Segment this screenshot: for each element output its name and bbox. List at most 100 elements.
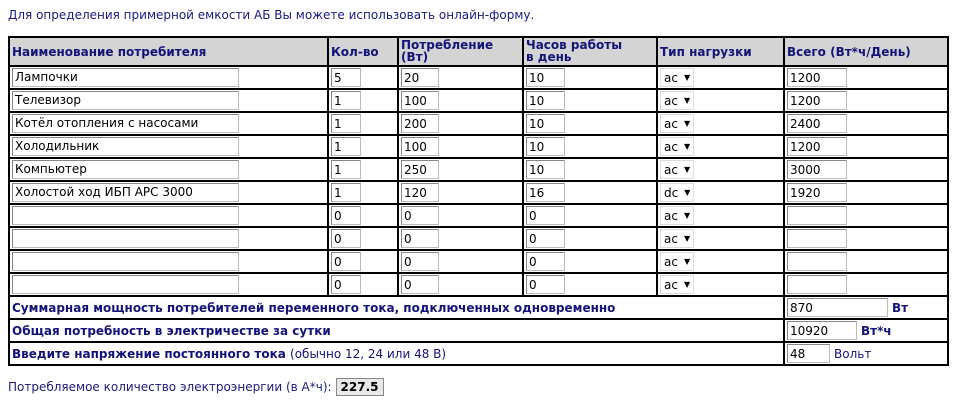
qty-input[interactable] <box>331 206 361 225</box>
hours-cell <box>522 249 658 274</box>
power-input[interactable] <box>401 206 439 225</box>
result-value: 227.5 <box>335 378 384 396</box>
consumer-name-input[interactable]: Холостой ход ИБП APC 3000 <box>12 183 239 202</box>
total-cell <box>783 180 949 205</box>
qty-input[interactable] <box>331 252 361 271</box>
total-input[interactable] <box>787 91 847 110</box>
load-type-select[interactable]: ac ▼ <box>660 275 694 294</box>
total-input[interactable] <box>787 229 847 248</box>
header-hours-line1: Часов работы <box>526 38 623 52</box>
type-cell: ac ▼ <box>656 88 785 113</box>
name-cell: Лампочки <box>8 65 329 90</box>
load-type-value: ac <box>664 70 678 85</box>
total-input[interactable] <box>787 183 847 202</box>
consumer-name-input[interactable]: Лампочки <box>12 68 239 87</box>
power-input[interactable] <box>401 229 439 248</box>
hours-input[interactable] <box>526 91 565 110</box>
header-power: Потребление (Вт) <box>397 36 524 67</box>
load-type-select[interactable]: ac ▼ <box>660 206 694 225</box>
consumer-name-input[interactable] <box>12 229 239 248</box>
power-input[interactable] <box>401 183 439 202</box>
header-name: Наименование потребителя <box>8 36 329 67</box>
consumers-table: Наименование потребителя Кол-во Потребле… <box>8 36 949 366</box>
total-input[interactable] <box>787 252 847 271</box>
consumer-name-input[interactable]: Телевизор <box>12 91 239 110</box>
load-type-value: ac <box>664 231 678 246</box>
hours-cell <box>522 226 658 251</box>
hours-input[interactable] <box>526 160 565 179</box>
load-type-value: ac <box>664 93 678 108</box>
qty-cell <box>327 203 399 228</box>
total-input[interactable] <box>787 68 847 87</box>
power-input[interactable] <box>401 68 439 87</box>
power-input[interactable] <box>401 160 439 179</box>
total-cell <box>783 65 949 90</box>
header-type: Тип нагрузки <box>656 36 785 67</box>
qty-input[interactable] <box>331 275 361 294</box>
qty-input[interactable] <box>331 229 361 248</box>
load-type-select[interactable]: dc ▼ <box>660 183 694 202</box>
header-total: Всего (Вт*ч/День) <box>783 36 949 67</box>
total-input[interactable] <box>787 206 847 225</box>
table-row: Компьютер ac ▼ <box>8 157 949 182</box>
hours-input[interactable] <box>526 183 565 202</box>
power-cell <box>397 226 524 251</box>
consumer-name-input[interactable] <box>12 275 239 294</box>
type-cell: ac ▼ <box>656 157 785 182</box>
load-type-select[interactable]: ac ▼ <box>660 252 694 271</box>
total-cell <box>783 157 949 182</box>
hours-input[interactable] <box>526 68 565 87</box>
load-type-select[interactable]: ac ▼ <box>660 114 694 133</box>
hours-input[interactable] <box>526 137 565 156</box>
qty-cell <box>327 272 399 297</box>
name-cell: Холодильник <box>8 134 329 159</box>
power-input[interactable] <box>401 114 439 133</box>
total-cell <box>783 226 949 251</box>
total-cell <box>783 111 949 136</box>
daily-field[interactable] <box>787 321 857 340</box>
total-input[interactable] <box>787 160 847 179</box>
table-row: ac ▼ <box>8 249 949 274</box>
total-cell <box>783 272 949 297</box>
load-type-select[interactable]: ac ▼ <box>660 137 694 156</box>
consumer-name-input[interactable] <box>12 206 239 225</box>
qty-input[interactable] <box>331 137 361 156</box>
summary-ac-power-row: Суммарная мощность потребителей переменн… <box>8 295 949 320</box>
qty-cell <box>327 180 399 205</box>
result-line: Потребляемое количество электроэнергии (… <box>8 378 384 396</box>
voltage-field[interactable] <box>787 344 830 363</box>
qty-cell <box>327 65 399 90</box>
hours-input[interactable] <box>526 229 565 248</box>
total-input[interactable] <box>787 137 847 156</box>
qty-input[interactable] <box>331 183 361 202</box>
qty-input[interactable] <box>331 68 361 87</box>
qty-cell <box>327 157 399 182</box>
hours-input[interactable] <box>526 275 565 294</box>
consumer-name-input[interactable]: Компьютер <box>12 160 239 179</box>
consumer-name-input[interactable]: Котёл отопления с насосами <box>12 114 239 133</box>
qty-input[interactable] <box>331 160 361 179</box>
consumer-name-input[interactable] <box>12 252 239 271</box>
ac-power-field[interactable] <box>787 298 888 317</box>
qty-input[interactable] <box>331 91 361 110</box>
hours-cell <box>522 180 658 205</box>
load-type-select[interactable]: ac ▼ <box>660 68 694 87</box>
table-row: Холостой ход ИБП APC 3000 dc ▼ <box>8 180 949 205</box>
power-cell <box>397 203 524 228</box>
load-type-select[interactable]: ac ▼ <box>660 91 694 110</box>
hours-cell <box>522 65 658 90</box>
hours-input[interactable] <box>526 252 565 271</box>
hours-input[interactable] <box>526 114 565 133</box>
load-type-select[interactable]: ac ▼ <box>660 229 694 248</box>
power-input[interactable] <box>401 91 439 110</box>
consumer-name-input[interactable]: Холодильник <box>12 137 239 156</box>
total-input[interactable] <box>787 114 847 133</box>
power-input[interactable] <box>401 275 439 294</box>
power-input[interactable] <box>401 252 439 271</box>
chevron-down-icon: ▼ <box>683 96 691 105</box>
power-input[interactable] <box>401 137 439 156</box>
total-input[interactable] <box>787 275 847 294</box>
qty-input[interactable] <box>331 114 361 133</box>
load-type-select[interactable]: ac ▼ <box>660 160 694 179</box>
hours-input[interactable] <box>526 206 565 225</box>
